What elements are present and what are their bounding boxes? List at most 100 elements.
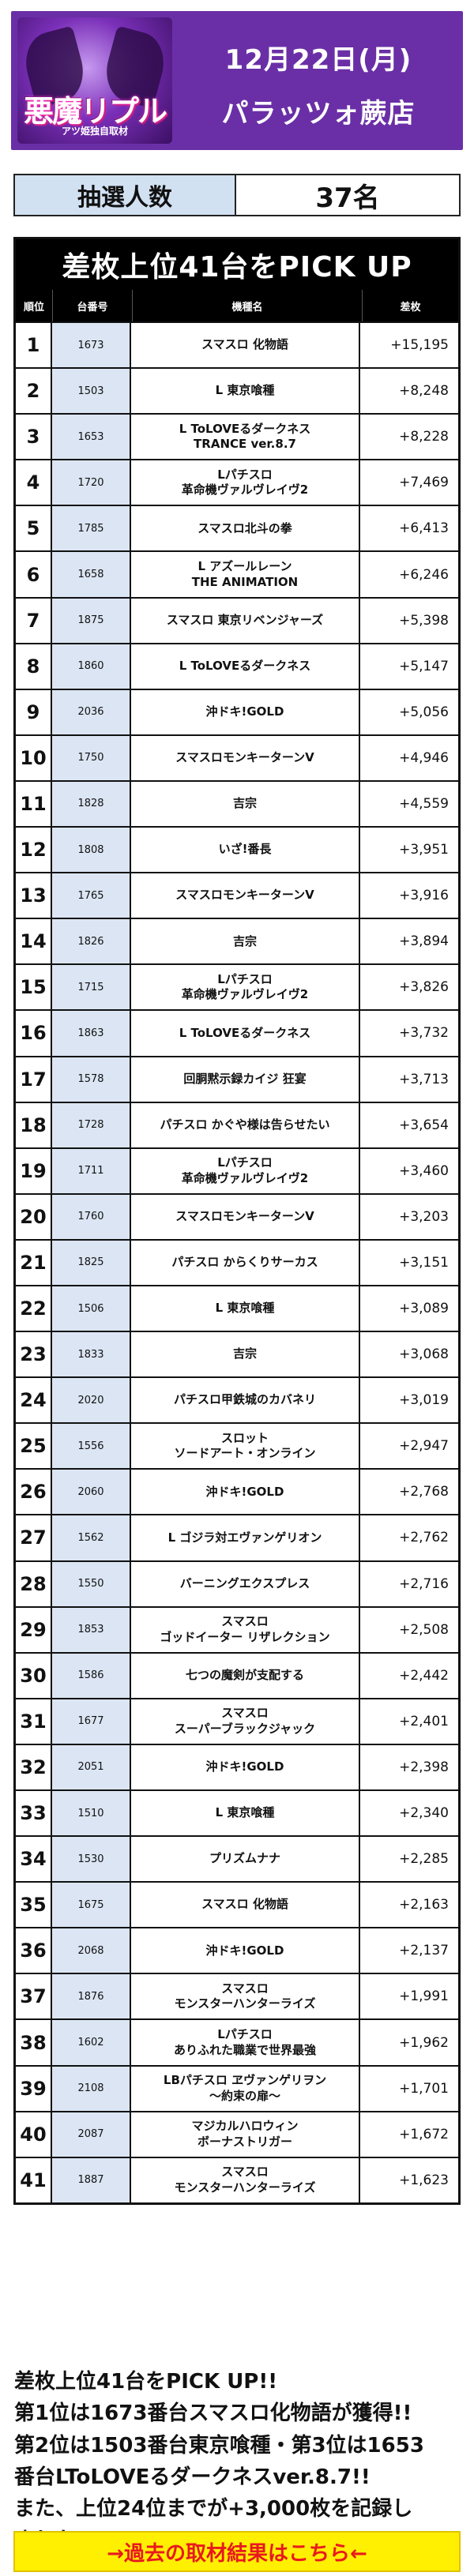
diff-cell: +5,398 [399,612,449,629]
machine-name-cell: スマスロ モンスターハンターライズ [131,1974,360,2019]
logo: 悪魔リプル アツ姫独自取材 [17,17,172,144]
rank-cell: 24 [16,1378,52,1423]
machine-name-cell: L ToLOVEるダークネス [131,1011,360,1056]
machine-name-cell: L アズールレーン THE ANIMATION [131,552,360,597]
machine-name-cell: スマスロ 化物語 [131,323,360,368]
summary-line: 第1位は1673番台スマスロ化物語が獲得!! [14,2401,412,2426]
column-header-rank: 順位 [16,290,53,321]
diff-cell: +1,701 [399,2080,449,2097]
diff-cell: +3,951 [399,842,449,858]
table-row: 35 1675 スマスロ 化物語 +2,163 [16,1881,458,1928]
rank-cell: 27 [16,1515,52,1560]
rank-cell: 13 [16,873,52,918]
rank-cell: 16 [16,1011,52,1056]
lottery-value: 37名 [236,175,459,215]
table-row: 9 2036 沖ドキ!GOLD +5,056 [16,688,458,734]
machine-number-cell: 1863 [52,1011,131,1056]
summary-line: 番台LToLOVEるダークネスver.8.7!! [14,2465,371,2489]
rank-cell: 22 [16,1286,52,1331]
table-row: 27 1562 L ゴジラ対エヴァンゲリオン +2,762 [16,1514,458,1560]
machine-name-cell: Lパチスロ ありふれた職業で世界最強 [131,2020,360,2065]
rank-cell: 33 [16,1791,52,1836]
machine-name-cell: 回胴黙示録カイジ 狂宴 [131,1057,360,1102]
machine-number-cell: 1673 [52,323,131,368]
summary-line: また、上位24位までが+3,000枚を記録し [14,2497,413,2522]
past-results-link[interactable]: →過去の取材結果はこちら← [13,2531,461,2572]
rank-cell: 11 [16,781,52,827]
diff-cell: +2,768 [399,1484,449,1500]
table-row: 23 1833 吉宗 +3,068 [16,1331,458,1377]
table-body: 1 1673 スマスロ 化物語 +15,195 2 1503 L 東京喰種 +8,248 3 16… [16,321,458,2202]
diff-cell: +1,623 [399,2172,449,2188]
table-row: 3 1653 L ToLOVEるダークネス TRANCE ver.8.7 +8,228 [16,413,458,460]
machine-number-cell: 1653 [52,415,131,460]
rank-cell: 31 [16,1699,52,1744]
table-row: 5 1785 スマスロ北斗の拳 +6,413 [16,505,458,551]
rank-cell: 34 [16,1837,52,1882]
column-header-machine: 機種名 [133,290,363,321]
table-row: 24 2020 パチスロ甲鉄城のカバネリ +3,019 [16,1376,458,1423]
machine-number-cell: 1876 [52,1974,131,2019]
machine-number-cell: 1658 [52,552,131,597]
machine-name-cell: 沖ドキ!GOLD [131,1470,360,1515]
machine-name-cell: L 東京喰種 [131,1791,360,1836]
machine-name-cell: スマスロ スーパーブラックジャック [131,1699,360,1744]
machine-number-cell: 1711 [52,1148,131,1193]
machine-number-cell: 1720 [52,460,131,505]
table-header: 順位 台番号 機種名 差枚 [16,290,458,321]
table-title: 差枚上位41台をPICK UP [16,239,458,290]
table-row: 31 1677 スマスロ スーパーブラックジャック +2,401 [16,1697,458,1744]
machine-name-cell: バーニングエクスプレス [131,1561,360,1606]
rank-cell: 10 [16,735,52,780]
machine-number-cell: 1510 [52,1791,131,1836]
rank-cell: 23 [16,1332,52,1377]
diff-cell: +3,203 [399,1208,449,1225]
summary-text: 差枚上位41台をPICK UP!! 第1位は1673番台スマスロ化物語が獲得!!… [14,2366,461,2557]
machine-name-cell: L 東京喰種 [131,369,360,414]
machine-name-cell: スマスロモンキーターンV [131,735,360,780]
diff-cell: +2,398 [399,1759,449,1775]
table-row: 15 1715 Lパチスロ 革命機ヴァルヴレイヴ2 +3,826 [16,963,458,1010]
table-row: 36 2068 沖ドキ!GOLD +2,137 [16,1927,458,1973]
diff-cell: +5,056 [399,704,449,720]
machine-number-cell: 1556 [52,1424,131,1469]
rank-cell: 21 [16,1240,52,1285]
diff-cell: +2,163 [399,1897,449,1913]
diff-cell: +4,559 [399,795,449,812]
machine-number-cell: 1675 [52,1883,131,1928]
diff-cell: +2,340 [399,1805,449,1822]
machine-number-cell: 1530 [52,1837,131,1882]
table-row: 21 1825 パチスロ からくりサーカス +3,151 [16,1238,458,1285]
diff-cell: +6,413 [399,520,449,537]
machine-name-cell: L ToLOVEるダークネス [131,644,360,689]
diff-cell: +2,716 [399,1575,449,1592]
machine-number-cell: 2108 [52,2066,131,2111]
machine-number-cell: 1506 [52,1286,131,1331]
column-header-number: 台番号 [53,290,133,321]
machine-name-cell: パチスロ からくりサーカス [131,1240,360,1285]
rank-cell: 26 [16,1470,52,1515]
lottery-label: 抽選人数 [15,175,236,215]
machine-name-cell: 沖ドキ!GOLD [131,1928,360,1973]
table-row: 37 1876 スマスロ モンスターハンターライズ +1,991 [16,1973,458,2019]
machine-name-cell: スマスロ 化物語 [131,1883,360,1928]
diff-cell: +8,248 [399,383,449,400]
table-row: 13 1765 スマスロモンキーターンV +3,916 [16,872,458,918]
diff-cell: +3,019 [399,1392,449,1409]
table-row: 33 1510 L 東京喰種 +2,340 [16,1789,458,1836]
rank-cell: 38 [16,2020,52,2065]
column-header-diff: 差枚 [400,301,421,314]
rank-cell: 25 [16,1424,52,1469]
machine-number-cell: 2087 [52,2112,131,2157]
table-row: 22 1506 L 東京喰種 +3,089 [16,1284,458,1331]
machine-name-cell: パチスロ かぐや様は告らせたい [131,1102,360,1147]
store-name: パラッツォ蕨店 [221,98,416,130]
machine-number-cell: 1785 [52,506,131,551]
rank-cell: 2 [16,369,52,414]
table-row: 17 1578 回胴黙示録カイジ 狂宴 +3,713 [16,1055,458,1102]
machine-name-cell: 吉宗 [131,1332,360,1377]
table-row: 25 1556 スロット ソードアート・オンライン +2,947 [16,1422,458,1469]
machine-number-cell: 1503 [52,369,131,414]
logo-wordmark: 悪魔リプル [23,93,167,129]
rank-cell: 20 [16,1194,52,1239]
